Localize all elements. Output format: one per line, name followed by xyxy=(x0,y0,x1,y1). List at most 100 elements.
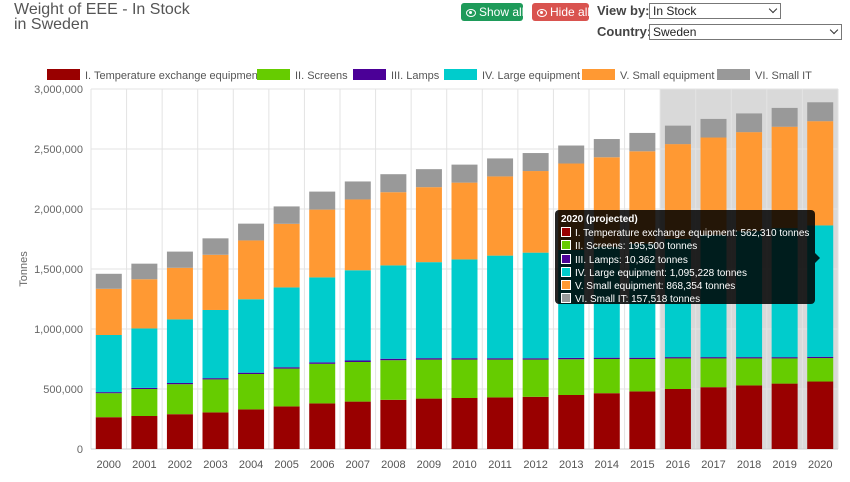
bar-segment xyxy=(238,409,265,449)
bar-segment xyxy=(415,359,442,399)
bar-segment xyxy=(593,139,620,158)
x-tick-label: 2010 xyxy=(452,459,476,471)
view-by-label: View by: xyxy=(597,3,650,18)
x-tick-label: 2013 xyxy=(559,459,583,471)
x-tick-label: 2005 xyxy=(274,459,298,471)
bar-segment xyxy=(593,393,620,449)
bar-segment xyxy=(664,358,691,389)
tooltip-row-text: I. Temperature exchange equipment: 562,3… xyxy=(575,228,810,239)
tooltip-swatch xyxy=(561,227,571,237)
bar-segment xyxy=(273,367,300,369)
legend-swatch xyxy=(444,69,477,80)
bar-segment xyxy=(736,385,763,449)
x-tick-label: 2003 xyxy=(203,459,227,471)
bar-segment xyxy=(700,357,727,359)
bar-segment xyxy=(273,368,300,407)
bar-segment xyxy=(166,267,193,320)
bar-segment xyxy=(166,384,193,415)
bar-segment xyxy=(451,182,478,260)
legend-label: V. Small equipment xyxy=(620,70,714,82)
bar-segment xyxy=(131,328,158,388)
bar-segment xyxy=(95,393,122,418)
bar-segment xyxy=(380,399,407,449)
bar-segment xyxy=(344,401,371,449)
bar-segment xyxy=(380,192,407,266)
bar-segment xyxy=(700,387,727,449)
legend-swatch xyxy=(257,69,290,80)
x-tick-label: 2018 xyxy=(737,459,761,471)
bar-segment xyxy=(807,121,834,226)
country-select[interactable]: Sweden xyxy=(649,24,842,40)
legend-label: III. Lamps xyxy=(391,70,440,82)
x-tick-label: 2014 xyxy=(595,459,619,471)
bar-segment xyxy=(807,356,834,359)
x-tick-label: 2007 xyxy=(346,459,370,471)
bar-segment xyxy=(451,398,478,449)
bar-segment xyxy=(700,118,727,138)
bar-segment xyxy=(95,392,122,394)
bar-segment xyxy=(807,381,834,449)
bar-segment xyxy=(95,417,122,449)
bar-segment xyxy=(202,238,229,255)
bar-segment xyxy=(700,358,727,388)
bar-segment xyxy=(558,359,585,395)
y-tick-label: 1,500,000 xyxy=(34,264,83,276)
bar-segment xyxy=(415,358,442,360)
view-by-select[interactable]: In Stock xyxy=(649,3,781,19)
bar-segment xyxy=(522,358,549,360)
country-value: Sweden xyxy=(653,25,697,39)
bar-segment xyxy=(771,107,798,127)
bar-segment xyxy=(522,153,549,172)
bar-segment xyxy=(309,209,336,278)
bar-segment xyxy=(522,252,549,359)
bar-segment xyxy=(202,378,229,380)
bar-segment xyxy=(807,102,834,122)
bar-segment xyxy=(309,277,336,363)
bar-segment xyxy=(238,372,265,374)
chart-tooltip: 2020 (projected) I. Temperature exchange… xyxy=(555,210,820,306)
x-tick-label: 2015 xyxy=(630,459,654,471)
y-tick-label: 500,000 xyxy=(43,384,83,396)
bar-segment xyxy=(344,199,371,271)
x-tick-label: 2008 xyxy=(381,459,405,471)
x-tick-label: 2009 xyxy=(417,459,441,471)
x-tick-label: 2000 xyxy=(97,459,121,471)
tooltip-row: V. Small equipment: 868,354 tonnes xyxy=(561,280,809,293)
legend-swatch xyxy=(353,69,386,80)
bar-segment xyxy=(415,262,442,359)
hide-all-button[interactable]: Hide all xyxy=(532,3,590,21)
bar-segment xyxy=(309,403,336,449)
bar-segment xyxy=(380,265,407,359)
bar-segment xyxy=(771,358,798,384)
bar-segment xyxy=(380,360,407,400)
x-tick-label: 2016 xyxy=(666,459,690,471)
bar-segment xyxy=(522,359,549,397)
x-tick-label: 2017 xyxy=(701,459,725,471)
legend-swatch xyxy=(717,69,750,80)
bar-segment xyxy=(131,279,158,329)
legend-swatch xyxy=(47,69,80,80)
bar-segment xyxy=(736,358,763,386)
bar-segment xyxy=(807,358,834,382)
bar-segment xyxy=(166,251,193,268)
bar-segment xyxy=(166,319,193,383)
y-tick-label: 3,000,000 xyxy=(34,84,83,96)
tooltip-swatch xyxy=(561,240,571,251)
tooltip-row-text: IV. Large equipment: 1,095,228 tonnes xyxy=(575,267,747,279)
show-all-button[interactable]: Show all xyxy=(461,3,524,21)
bar-segment xyxy=(487,397,514,449)
legend-swatch xyxy=(582,69,615,80)
tooltip-row: II. Screens: 195,500 tonnes xyxy=(561,240,809,253)
y-tick-label: 1,000,000 xyxy=(34,324,83,336)
tooltip-swatch xyxy=(561,280,571,291)
tooltip-row: VI. Small IT: 157,518 tonnes xyxy=(561,293,809,306)
bar-segment xyxy=(451,259,478,359)
bar-segment xyxy=(131,263,158,280)
bar-segment xyxy=(131,387,158,389)
bar-segment xyxy=(415,169,442,188)
bar-segment xyxy=(166,414,193,449)
x-tick-label: 2004 xyxy=(239,459,263,471)
bar-segment xyxy=(664,389,691,449)
bar-segment xyxy=(771,383,798,449)
